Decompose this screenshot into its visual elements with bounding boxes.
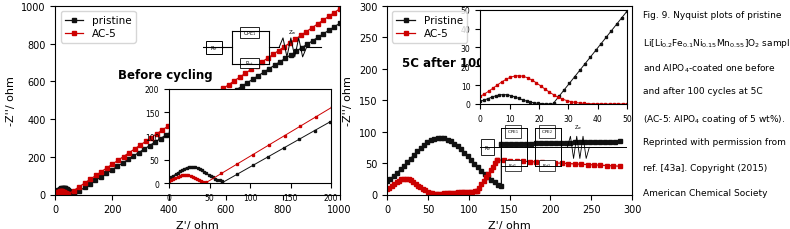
Text: Li[Li$_{0.2}$Fe$_{0.1}$Ni$_{0.15}$Mn$_{0.55}$]O$_2$ sample: Li[Li$_{0.2}$Fe$_{0.1}$Ni$_{0.15}$Mn$_{0… — [643, 36, 790, 49]
Line: AC-5: AC-5 — [386, 158, 622, 196]
pristine — [270, 65, 280, 67]
AC-5 — [472, 190, 482, 193]
Pristine — [382, 180, 392, 183]
AC-5 — [180, 114, 190, 117]
AC-5 — [335, 8, 344, 11]
AC-5 — [432, 193, 442, 196]
Text: Reprinted with permission from: Reprinted with permission from — [643, 138, 786, 147]
AC-5 — [63, 193, 73, 196]
pristine — [55, 188, 65, 191]
Pristine — [517, 143, 526, 145]
AC-5 — [404, 178, 413, 181]
Legend: pristine, AC-5: pristine, AC-5 — [61, 12, 136, 43]
pristine — [254, 75, 263, 78]
pristine — [335, 23, 344, 26]
pristine — [259, 71, 269, 74]
Pristine — [450, 142, 459, 145]
Y-axis label: -Z''/ ohm: -Z''/ ohm — [6, 76, 16, 125]
Text: and after 100 cycles at 5C: and after 100 cycles at 5C — [643, 87, 762, 96]
Pristine — [433, 137, 442, 140]
pristine — [51, 191, 60, 194]
Text: Before cycling: Before cycling — [118, 68, 213, 81]
AC-5 — [615, 165, 624, 168]
Text: American Chemical Society: American Chemical Society — [643, 188, 767, 197]
Line: AC-5: AC-5 — [54, 8, 341, 196]
AC-5 — [302, 31, 311, 34]
pristine — [243, 82, 252, 85]
Pristine — [497, 185, 506, 188]
pristine — [297, 47, 307, 50]
AC-5 — [62, 192, 71, 195]
AC-5 — [563, 162, 573, 165]
AC-5 — [124, 152, 134, 155]
Line: pristine: pristine — [54, 22, 341, 196]
Pristine — [416, 147, 426, 150]
Pristine — [453, 145, 462, 148]
Pristine — [436, 137, 446, 140]
Pristine — [443, 139, 453, 141]
Text: (AC-5: AlPO$_4$ coating of 5 wt%).: (AC-5: AlPO$_4$ coating of 5 wt%). — [643, 112, 785, 125]
Y-axis label: -Z''/ ohm: -Z''/ ohm — [343, 76, 353, 125]
Text: 5C after 100 cycles: 5C after 100 cycles — [402, 57, 529, 70]
Line: Pristine: Pristine — [386, 137, 622, 188]
AC-5 — [51, 192, 60, 195]
X-axis label: Z'/ ohm: Z'/ ohm — [176, 220, 219, 229]
AC-5 — [420, 189, 430, 192]
Text: ref. [43a]. Copyright (2015): ref. [43a]. Copyright (2015) — [643, 163, 767, 172]
AC-5 — [186, 110, 195, 113]
Text: and AlPO$_4$-coated one before: and AlPO$_4$-coated one before — [643, 62, 776, 74]
Text: Fig. 9. Nyquist plots of pristine: Fig. 9. Nyquist plots of pristine — [643, 11, 781, 20]
Pristine — [615, 140, 624, 143]
AC-5 — [451, 191, 461, 194]
AC-5 — [493, 159, 502, 162]
AC-5 — [62, 193, 72, 195]
AC-5 — [439, 193, 449, 196]
Legend: Pristine, AC-5: Pristine, AC-5 — [393, 12, 467, 43]
pristine — [69, 193, 78, 196]
AC-5 — [382, 188, 392, 191]
X-axis label: Z'/ ohm: Z'/ ohm — [488, 220, 531, 229]
